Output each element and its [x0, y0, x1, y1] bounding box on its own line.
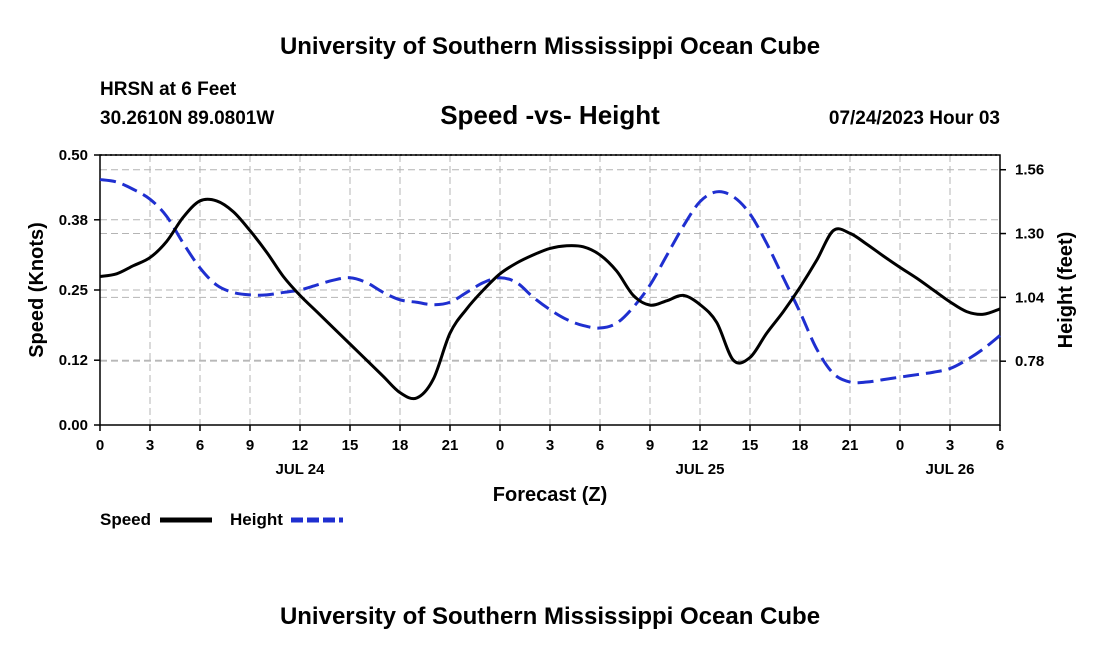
- axis-ticks: 0 3 6 9 12 15 18 21 0 3 6 9 12 15 18 21 0 3 6 JUL 24 JUL 25 J…: [59, 147, 1045, 478]
- x-tick-label: 9: [246, 437, 254, 454]
- x-tick-label: 12: [692, 437, 709, 454]
- series-layer: [99, 178, 1001, 401]
- x-tick-label: 9: [646, 437, 654, 454]
- x-tick-label: 21: [842, 437, 859, 454]
- legend-label-height: Height: [230, 510, 283, 529]
- y-tick-label-left: 0.50: [59, 147, 88, 164]
- y-tick-label-left: 0.38: [59, 212, 88, 229]
- x-tick-label: 6: [996, 437, 1004, 454]
- x-tick-label: 0: [496, 437, 504, 454]
- x-tick-label: 3: [946, 437, 954, 454]
- y-axis-title-right: Height (feet): [1055, 232, 1077, 349]
- y-tick-label-right: 1.04: [1015, 289, 1045, 306]
- chart-subtitle: Speed -vs- Height: [440, 100, 660, 130]
- y-tick-label-right: 0.78: [1015, 353, 1044, 370]
- x-tick-label: 15: [742, 437, 759, 454]
- y-tick-label-right: 1.30: [1015, 226, 1044, 243]
- date-label: JUL 24: [276, 461, 326, 478]
- x-axis-title: Forecast (Z): [493, 484, 607, 506]
- y-tick-label-left: 0.12: [59, 352, 88, 369]
- x-tick-label: 18: [792, 437, 809, 454]
- coords-label: 30.2610N 89.0801W: [100, 108, 274, 129]
- y-tick-label-left: 0.25: [59, 282, 88, 299]
- bottom-title: University of Southern Mississippi Ocean…: [280, 603, 820, 630]
- x-tick-label: 3: [546, 437, 554, 454]
- x-tick-label: 6: [196, 437, 204, 454]
- date-label: JUL 25: [676, 461, 725, 478]
- x-tick-label: 15: [342, 437, 359, 454]
- x-tick-label: 18: [392, 437, 409, 454]
- x-tick-label: 12: [292, 437, 309, 454]
- series-line-height: [99, 178, 1001, 385]
- date-label: JUL 26: [926, 461, 975, 478]
- top-title: University of Southern Mississippi Ocean…: [280, 33, 820, 60]
- grid-lines: [100, 154, 1000, 425]
- series-line-speed: [99, 197, 1001, 401]
- x-tick-label: 0: [96, 437, 104, 454]
- x-tick-label: 6: [596, 437, 604, 454]
- legend: Speed Height: [100, 510, 343, 529]
- y-tick-label-left: 0.00: [59, 417, 88, 434]
- station-label: HRSN at 6 Feet: [100, 79, 237, 100]
- x-tick-label: 0: [896, 437, 904, 454]
- issued-label: 07/24/2023 Hour 03: [829, 108, 1000, 129]
- y-tick-label-right: 1.56: [1015, 162, 1044, 179]
- x-tick-label: 3: [146, 437, 154, 454]
- y-axis-title-left: Speed (Knots): [26, 222, 48, 358]
- x-tick-label: 21: [442, 437, 459, 454]
- legend-label-speed: Speed: [100, 510, 151, 529]
